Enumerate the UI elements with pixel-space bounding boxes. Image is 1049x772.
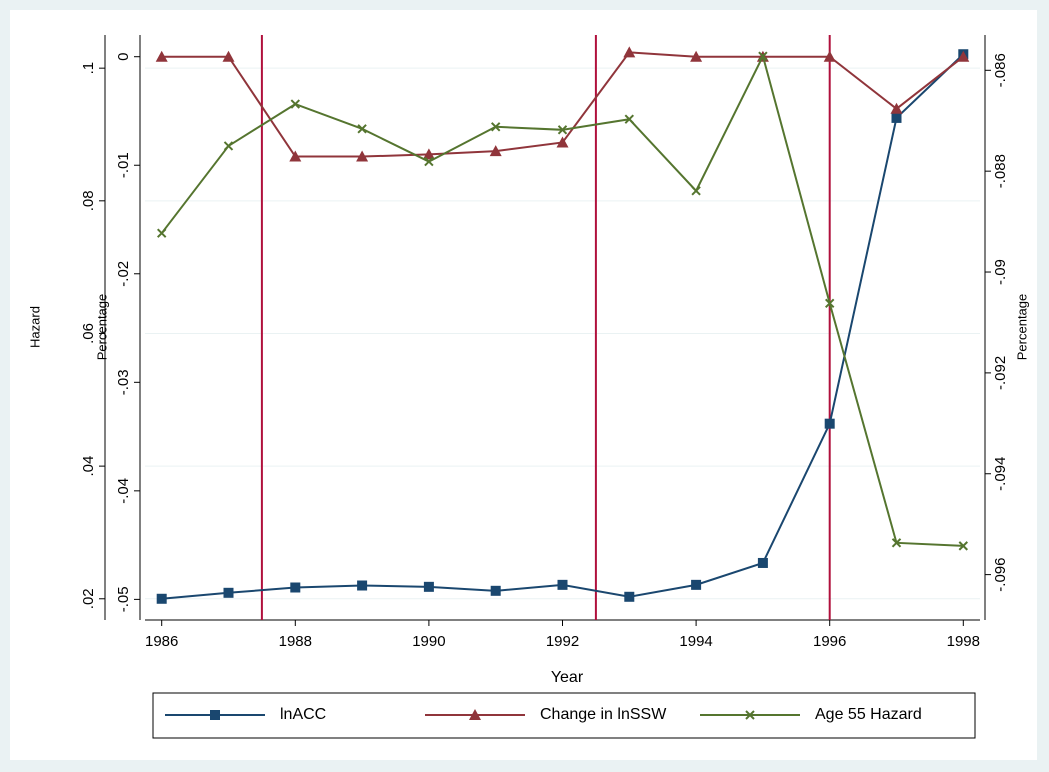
marker [423, 581, 434, 592]
marker [489, 145, 502, 157]
marker [690, 50, 703, 62]
marker [357, 580, 368, 591]
marker [691, 579, 702, 590]
marker [823, 50, 836, 62]
marker [210, 710, 220, 720]
y-tick-label: -.05 [115, 586, 132, 612]
marker [624, 114, 635, 124]
x-tick-label: 1994 [679, 633, 712, 650]
y-axis-title: Hazard [27, 306, 42, 348]
marker [890, 102, 903, 114]
y-tick-label: .04 [80, 456, 97, 477]
x-tick-label: 1986 [145, 633, 178, 650]
y3-axis-title: Percentage [1014, 294, 1029, 361]
marker [469, 709, 481, 720]
legend-label: Change in lnSSW [540, 706, 667, 723]
y-tick-label: -.01 [115, 152, 132, 178]
marker [290, 582, 301, 593]
marker [957, 50, 970, 62]
marker [758, 51, 768, 61]
marker [824, 298, 835, 309]
marker [624, 591, 635, 602]
marker [289, 150, 302, 162]
y-tick-label: -.096 [992, 558, 1009, 592]
marker [745, 710, 755, 720]
marker [891, 112, 902, 123]
marker [290, 99, 301, 109]
marker [155, 50, 168, 62]
marker [223, 141, 234, 151]
y-tick-label: -.09 [992, 259, 1009, 285]
y2-axis-title: Percentage [94, 294, 109, 361]
x-tick-label: 1992 [546, 633, 579, 650]
y-tick-label: -.092 [992, 356, 1009, 390]
marker [156, 228, 167, 238]
legend-label: lnACC [280, 706, 326, 723]
marker [156, 593, 167, 604]
marker [824, 418, 835, 429]
x-tick-label: 1996 [813, 633, 846, 650]
marker [356, 150, 369, 162]
marker [222, 50, 235, 62]
x-tick-label: 1990 [412, 633, 445, 650]
marker [223, 587, 234, 598]
x-tick-label: 1988 [279, 633, 312, 650]
graph-region [10, 10, 1037, 760]
legend-label: Age 55 Hazard [815, 706, 922, 723]
y-tick-label: .08 [80, 190, 97, 211]
marker [958, 541, 969, 551]
marker [357, 124, 367, 134]
marker [424, 156, 434, 167]
marker [757, 557, 768, 568]
y-tick-label: -.086 [992, 53, 1009, 87]
marker [556, 136, 569, 148]
marker [557, 579, 568, 590]
y-tick-label: .06 [80, 323, 97, 344]
y-tick-label: -.03 [115, 369, 132, 395]
x-tick-label: 1998 [947, 633, 980, 650]
marker [891, 538, 902, 548]
marker [623, 46, 636, 58]
marker [691, 186, 701, 196]
marker [422, 148, 435, 160]
marker [557, 125, 568, 135]
y-tick-label: .1 [80, 62, 97, 75]
y-tick-label: -.02 [115, 261, 132, 287]
marker [490, 585, 501, 596]
legend-box [152, 692, 976, 739]
y-tick-label: -.094 [992, 457, 1009, 491]
y-tick-label: 0 [115, 53, 132, 61]
y-tick-label: .02 [80, 588, 97, 609]
x-axis-title: Year [551, 669, 584, 686]
y-tick-label: -.088 [992, 154, 1009, 188]
y-tick-label: -.04 [115, 478, 132, 504]
marker [490, 122, 501, 132]
